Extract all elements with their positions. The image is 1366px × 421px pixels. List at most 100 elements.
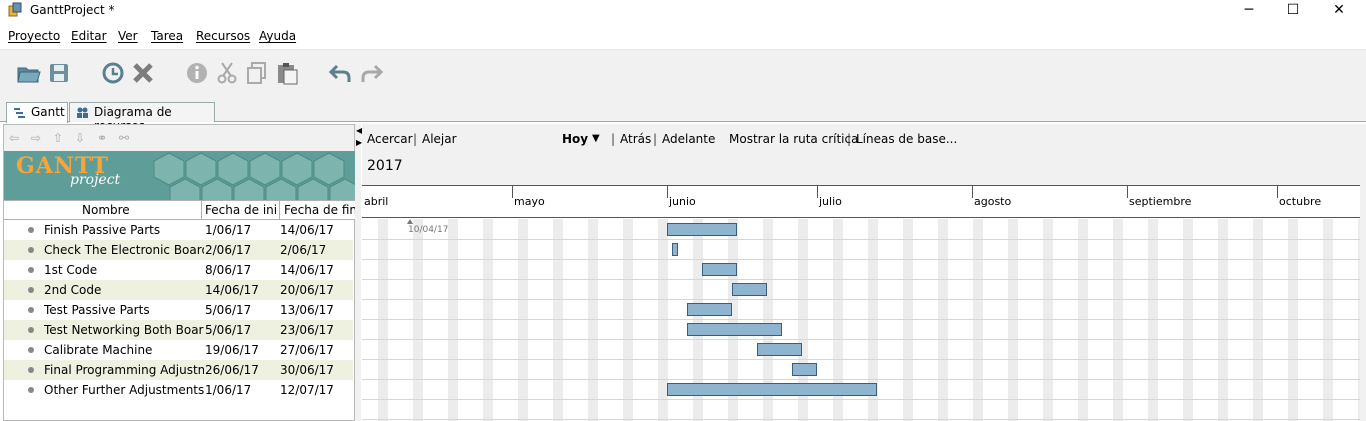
table-row[interactable]: Finish Passive Parts 1/06/17 14/06/17 — [4, 220, 353, 240]
chart-toolbar — [362, 124, 1366, 154]
zoom-in-link[interactable]: Acercar — [367, 132, 413, 146]
delete-icon[interactable] — [130, 60, 156, 86]
column-header-start[interactable]: Fecha de ini... — [205, 203, 278, 217]
critical-path-link[interactable]: Mostrar la ruta crítica — [729, 132, 859, 146]
task-bullet-icon — [28, 227, 34, 233]
weekend-stripe — [1183, 219, 1193, 421]
undo-icon[interactable] — [328, 60, 354, 86]
task-name: 1st Code — [44, 263, 98, 277]
task-bullet-icon — [28, 267, 34, 273]
collapse-right-icon[interactable]: ▶ — [356, 138, 363, 147]
arrow-down-icon[interactable]: ⇩ — [75, 131, 86, 145]
table-row[interactable]: Test Passive Parts 5/06/17 13/06/17 — [4, 300, 353, 320]
month-tick — [817, 186, 818, 198]
weekend-stripe — [973, 219, 983, 421]
link-icon[interactable]: ⚭ — [97, 131, 108, 145]
cut-icon[interactable] — [214, 60, 240, 86]
menu-proyecto[interactable]: Proyecto — [8, 29, 61, 43]
logo-subtitle: project — [70, 172, 121, 188]
table-row[interactable]: Final Programming Adjustm... 26/06/17 30/0… — [4, 360, 353, 380]
menu-ver[interactable]: Ver — [118, 29, 138, 43]
chevron-down-icon[interactable]: ▼ — [592, 133, 600, 144]
chart-row-line — [362, 419, 1366, 420]
today-marker-label: 10/04/17 — [408, 225, 449, 235]
column-divider[interactable] — [279, 200, 280, 220]
task-bullet-icon — [28, 327, 34, 333]
month-tick — [512, 186, 513, 198]
task-name: Final Programming Adjustm... — [44, 363, 204, 377]
maximize-icon: ☐ — [1286, 2, 1300, 18]
save-icon[interactable] — [46, 60, 72, 86]
tab-gantt[interactable]: Gantt — [6, 102, 68, 123]
maximize-button[interactable]: ☐ — [1270, 0, 1316, 22]
task-start: 26/06/17 — [205, 363, 259, 377]
open-folder-icon[interactable] — [16, 60, 42, 86]
chart-row-line — [362, 399, 1366, 400]
task-bar[interactable] — [667, 383, 877, 396]
weekend-stripe — [728, 219, 738, 421]
forward-link[interactable]: Adelante — [662, 132, 716, 146]
menu-editar[interactable]: Editar — [71, 29, 107, 43]
weekend-stripe — [833, 219, 843, 421]
zoom-out-link[interactable]: Alejar — [422, 132, 457, 146]
task-end: 12/07/17 — [280, 383, 334, 397]
weekend-stripe — [1148, 219, 1158, 421]
task-bar[interactable] — [732, 283, 767, 296]
today-button[interactable]: Hoy — [562, 132, 589, 146]
weekend-stripe — [553, 219, 563, 421]
menu-tarea[interactable]: Tarea — [151, 29, 184, 43]
menu-bar — [0, 23, 1366, 50]
weekend-stripe — [1078, 219, 1088, 421]
logo-title: GANTT — [16, 153, 109, 179]
arrow-right-icon[interactable]: ⇨ — [31, 131, 42, 145]
back-link[interactable]: Atrás — [620, 132, 652, 146]
close-button[interactable]: ✕ — [1316, 0, 1362, 22]
task-bar[interactable] — [687, 303, 732, 316]
task-bar[interactable] — [702, 263, 737, 276]
column-divider[interactable] — [201, 200, 202, 220]
task-bar[interactable] — [792, 363, 817, 376]
menu-recursos[interactable]: Recursos — [196, 29, 251, 43]
column-header-name[interactable]: Nombre — [82, 203, 130, 217]
weekend-stripe — [938, 219, 948, 421]
table-row[interactable]: Calibrate Machine 19/06/17 27/06/17 — [4, 340, 353, 360]
task-bar[interactable] — [672, 243, 678, 256]
menu-ayuda[interactable]: Ayuda — [259, 29, 297, 43]
task-nav-strip — [4, 125, 354, 151]
minimize-icon: ─ — [1244, 2, 1254, 18]
task-bar[interactable] — [667, 223, 737, 236]
weekend-stripe — [658, 219, 668, 421]
unlink-icon[interactable]: ⚯ — [119, 131, 130, 145]
arrow-up-icon[interactable]: ⇧ — [53, 131, 64, 145]
baselines-link[interactable]: Líneas de base... — [856, 132, 958, 146]
table-row[interactable]: Test Networking Both Boards 5/06/17 23/06/… — [4, 320, 353, 340]
weekend-stripe — [413, 219, 423, 421]
arrow-left-icon[interactable]: ⇦ — [9, 131, 20, 145]
panel-splitter[interactable]: ◀ ▶ — [355, 124, 363, 421]
chart-row-line — [362, 259, 1366, 260]
year-header — [362, 154, 1366, 186]
task-end: 20/06/17 — [280, 283, 334, 297]
close-icon: ✕ — [1333, 2, 1345, 18]
table-row[interactable]: 1st Code 8/06/17 14/06/17 — [4, 260, 353, 280]
minimize-button[interactable]: ─ — [1226, 0, 1272, 22]
table-row[interactable]: Other Further Adjustments ... 1/06/17 12/0… — [4, 380, 353, 400]
collapse-left-icon[interactable]: ◀ — [356, 126, 363, 135]
redo-icon[interactable] — [358, 60, 384, 86]
task-start: 14/06/17 — [205, 283, 259, 297]
vertical-scrollbar[interactable] — [1360, 124, 1366, 421]
task-bar[interactable] — [757, 343, 802, 356]
weekend-stripe — [1218, 219, 1228, 421]
title-bar — [0, 0, 1366, 23]
copy-icon[interactable] — [244, 60, 270, 86]
paste-icon[interactable] — [274, 60, 300, 86]
task-end: 14/06/17 — [280, 263, 334, 277]
separator: | — [847, 132, 852, 146]
tab-resources[interactable]: Diagrama de recursos — [69, 102, 215, 133]
info-icon[interactable] — [184, 60, 210, 86]
table-row[interactable]: Check The Electronic Boards 2/06/17 2/06/1… — [4, 240, 353, 260]
table-row[interactable]: 2nd Code 14/06/17 20/06/17 — [4, 280, 353, 300]
column-header-end[interactable]: Fecha de fin — [284, 203, 357, 217]
history-icon[interactable] — [100, 60, 126, 86]
task-bar[interactable] — [687, 323, 782, 336]
